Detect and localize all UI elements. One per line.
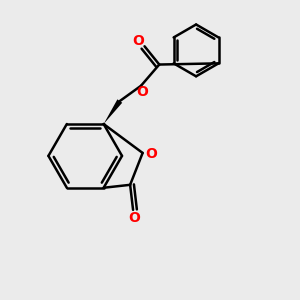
Text: O: O — [145, 147, 157, 161]
Text: O: O — [129, 211, 140, 225]
Polygon shape — [103, 99, 122, 124]
Text: O: O — [132, 34, 144, 48]
Text: O: O — [136, 85, 148, 99]
